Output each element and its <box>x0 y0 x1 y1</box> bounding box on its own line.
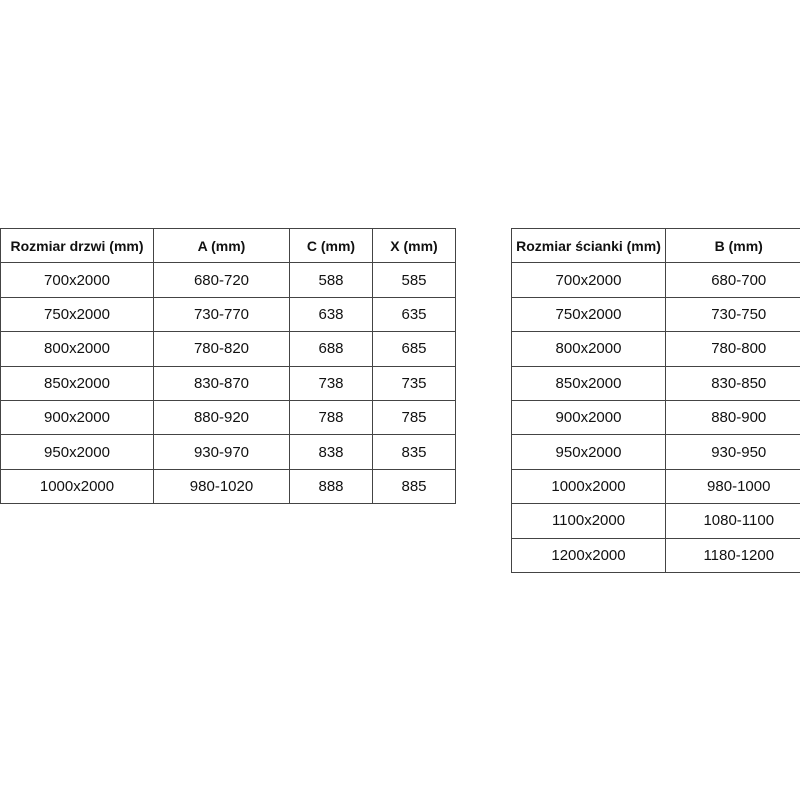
table-cell: 835 <box>372 434 456 470</box>
table-cell: 888 <box>289 468 373 505</box>
table-cell: 685 <box>372 331 456 367</box>
table-cell: 750x2000 <box>0 296 154 333</box>
table-cell: 930-970 <box>153 434 290 470</box>
table-cell: 838 <box>289 434 373 470</box>
table-cell: 780-820 <box>153 331 290 367</box>
table-cell: 750x2000 <box>511 296 666 333</box>
table-row: 1200x2000 1180-1200 <box>511 537 800 573</box>
table-cell: 880-920 <box>153 399 290 436</box>
column-header: Rozmiar ścianki (mm) <box>511 227 666 264</box>
table-cell: 688 <box>289 331 373 367</box>
table-row: 1000x2000 980-1020 888 885 <box>0 468 456 505</box>
table-row: 950x2000 930-950 <box>511 434 800 470</box>
table-cell: 830-870 <box>153 365 290 401</box>
table-row: 800x2000 780-800 <box>511 331 800 367</box>
table-row: 700x2000 680-700 <box>511 262 800 298</box>
table-cell: 730-750 <box>665 296 800 333</box>
table-row: 900x2000 880-920 788 785 <box>0 399 456 436</box>
table-cell: 950x2000 <box>511 434 666 470</box>
table-row: 1100x2000 1080-1100 <box>511 503 800 539</box>
table-cell: 780-800 <box>665 331 800 367</box>
table-cell: 800x2000 <box>0 331 154 367</box>
column-header: A (mm) <box>153 227 290 264</box>
table-row: 850x2000 830-850 <box>511 365 800 401</box>
table-row: 900x2000 880-900 <box>511 399 800 436</box>
table-cell: 900x2000 <box>0 399 154 436</box>
table-cell: 830-850 <box>665 365 800 401</box>
table-cell: 880-900 <box>665 399 800 436</box>
table-cell: 1100x2000 <box>511 503 666 539</box>
table-cell: 738 <box>289 365 373 401</box>
table-cell: 850x2000 <box>511 365 666 401</box>
table-row: 800x2000 780-820 688 685 <box>0 331 456 367</box>
table-cell: 588 <box>289 262 373 298</box>
column-header: X (mm) <box>372 227 456 264</box>
table-cell: 680-720 <box>153 262 290 298</box>
table-cell: 1000x2000 <box>511 468 666 505</box>
table-cell: 730-770 <box>153 296 290 333</box>
table-row: 750x2000 730-750 <box>511 296 800 333</box>
table-row: 750x2000 730-770 638 635 <box>0 296 456 333</box>
table-cell: 1080-1100 <box>665 503 800 539</box>
table-cell: 700x2000 <box>511 262 666 298</box>
wall-size-table: Rozmiar ścianki (mm) B (mm) 700x2000 680-7… <box>511 227 800 573</box>
table-cell: 788 <box>289 399 373 436</box>
table-cell: 638 <box>289 296 373 333</box>
table-cell: 635 <box>372 296 456 333</box>
table-row: 700x2000 680-720 588 585 <box>0 262 456 298</box>
table-cell: 735 <box>372 365 456 401</box>
table-cell: 680-700 <box>665 262 800 298</box>
table-cell: 800x2000 <box>511 331 666 367</box>
table-cell: 1180-1200 <box>665 537 800 573</box>
header-row: Rozmiar drzwi (mm) A (mm) C (mm) X (mm) <box>0 227 456 264</box>
table-cell: 900x2000 <box>511 399 666 436</box>
table-cell: 980-1000 <box>665 468 800 505</box>
table-cell: 1000x2000 <box>0 468 154 505</box>
table-row: 1000x2000 980-1000 <box>511 468 800 505</box>
table-cell: 585 <box>372 262 456 298</box>
table-cell: 980-1020 <box>153 468 290 505</box>
table-cell: 930-950 <box>665 434 800 470</box>
column-header: B (mm) <box>665 227 800 264</box>
table-row: 850x2000 830-870 738 735 <box>0 365 456 401</box>
table-cell: 885 <box>372 468 456 505</box>
table-cell: 950x2000 <box>0 434 154 470</box>
table-cell: 785 <box>372 399 456 436</box>
header-row: Rozmiar ścianki (mm) B (mm) <box>511 227 800 264</box>
table-cell: 1200x2000 <box>511 537 666 573</box>
column-header: C (mm) <box>289 227 373 264</box>
table-row: 950x2000 930-970 838 835 <box>0 434 456 470</box>
door-size-table: Rozmiar drzwi (mm) A (mm) C (mm) X (mm) 700… <box>0 227 456 505</box>
column-header: Rozmiar drzwi (mm) <box>0 227 154 264</box>
table-cell: 700x2000 <box>0 262 154 298</box>
table-cell: 850x2000 <box>0 365 154 401</box>
